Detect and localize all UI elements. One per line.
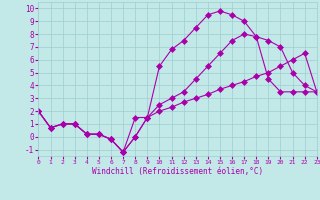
X-axis label: Windchill (Refroidissement éolien,°C): Windchill (Refroidissement éolien,°C)	[92, 167, 263, 176]
